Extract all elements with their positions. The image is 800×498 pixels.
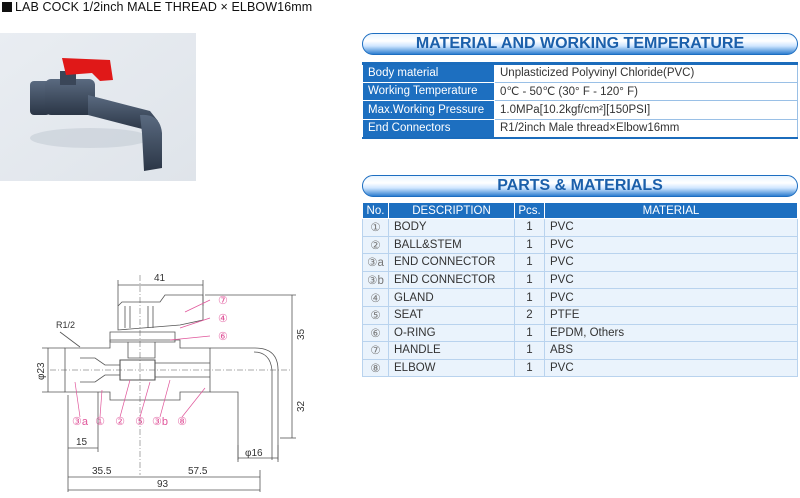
- title-text: LAB COCK 1/2inch MALE THREAD × ELBOW16mm: [15, 0, 313, 14]
- dim-dia-outlet: φ16: [245, 448, 263, 459]
- part-number: ⑧: [362, 358, 389, 378]
- part-description: BALL&STEM: [388, 235, 515, 255]
- bullet-square-icon: [2, 2, 12, 12]
- spec-label: End Connectors: [362, 118, 495, 138]
- part-callout: ⑤: [135, 416, 145, 428]
- part-description: BODY: [388, 218, 515, 237]
- dim-41: 41: [154, 273, 166, 284]
- part-callout: ①: [95, 416, 105, 428]
- callout-leader: [181, 387, 206, 418]
- table-row: Working Temperature 0℃ - 50℃ (30° F - 120…: [362, 81, 798, 101]
- table-row: ④ GLAND 1 PVC: [362, 288, 798, 307]
- column-header: MATERIAL: [544, 202, 798, 219]
- callout-leader: [159, 379, 171, 418]
- part-quantity: 1: [514, 358, 545, 378]
- callout-leader: [139, 381, 151, 418]
- part-material: ABS: [544, 341, 798, 360]
- callout-leader: [74, 381, 81, 418]
- spec-value: Unplasticized Polyvinyl Chloride(PVC): [494, 63, 798, 83]
- part-quantity: 1: [514, 235, 545, 255]
- part-description: O-RING: [388, 323, 515, 343]
- part-quantity: 1: [514, 253, 545, 272]
- spec-label: Body material: [362, 63, 495, 83]
- part-material: PVC: [544, 358, 798, 378]
- part-quantity: 1: [514, 218, 545, 237]
- part-material: PTFE: [544, 305, 798, 325]
- dim-thread-length: 15: [76, 437, 88, 448]
- part-material: PVC: [544, 235, 798, 255]
- column-header: Pcs.: [514, 202, 545, 219]
- part-number: ③b: [362, 270, 389, 290]
- table-row: ⑦ HANDLE 1 ABS: [362, 341, 798, 360]
- part-callout: ⑥: [218, 331, 228, 343]
- dim-right-length: 57.5: [188, 466, 208, 477]
- part-quantity: 1: [514, 341, 545, 360]
- table-row: ⑤ SEAT 2 PTFE: [362, 305, 798, 325]
- part-quantity: 2: [514, 305, 545, 325]
- table-row: ① BODY 1 PVC: [362, 218, 798, 237]
- part-description: END CONNECTOR: [388, 270, 515, 290]
- table-header-row: No. DESCRIPTION Pcs. MATERIAL: [362, 202, 798, 219]
- part-description: ELBOW: [388, 358, 515, 378]
- column-header: DESCRIPTION: [388, 202, 515, 219]
- page-title: LAB COCK 1/2inch MALE THREAD × ELBOW16mm: [2, 0, 312, 14]
- dim-height-top: 35: [296, 328, 307, 340]
- dim-left-length: 35.5: [92, 466, 112, 477]
- part-callout: ④: [218, 313, 228, 325]
- column-header: No.: [362, 202, 389, 219]
- part-material: EPDM, Others: [544, 323, 798, 343]
- part-quantity: 1: [514, 288, 545, 307]
- part-quantity: 1: [514, 270, 545, 290]
- part-number: ④: [362, 288, 389, 307]
- table-row: Max.Working Pressure 1.0MPa[10.2kgf/cm²][…: [362, 100, 798, 120]
- part-callout: ⑧: [177, 416, 187, 428]
- dim-thread: R1/2: [56, 320, 75, 330]
- spec-label: Working Temperature: [362, 81, 495, 101]
- part-number: ⑥: [362, 323, 389, 343]
- callout-leader: [119, 379, 131, 418]
- table-row: ⑥ O-RING 1 EPDM, Others: [362, 323, 798, 343]
- part-number: ②: [362, 235, 389, 255]
- part-callout: ③a: [72, 416, 89, 428]
- part-material: PVC: [544, 288, 798, 307]
- product-photo: [0, 33, 196, 181]
- parts-table: No. DESCRIPTION Pcs. MATERIAL ① BODY 1 PVC ②…: [362, 202, 798, 378]
- part-callout: ③b: [152, 416, 168, 428]
- part-material: PVC: [544, 253, 798, 272]
- part-material: PVC: [544, 270, 798, 290]
- parts-heading: PARTS & MATERIALS: [362, 175, 798, 197]
- spec-label: Max.Working Pressure: [362, 100, 495, 120]
- part-callout: ⑦: [218, 295, 228, 307]
- spec-table: Body material Unplasticized Polyvinyl Chl…: [362, 62, 798, 139]
- part-number: ③a: [362, 253, 389, 272]
- part-material: PVC: [544, 218, 798, 237]
- spec-value: R1/2inch Male thread×Elbow16mm: [494, 118, 798, 138]
- part-description: SEAT: [388, 305, 515, 325]
- table-row: ⑧ ELBOW 1 PVC: [362, 358, 798, 378]
- spec-value: 1.0MPa[10.2kgf/cm²][150PSI]: [494, 100, 798, 120]
- callout-leader: [169, 335, 211, 341]
- part-number: ⑤: [362, 305, 389, 325]
- part-number: ⑦: [362, 341, 389, 360]
- part-description: GLAND: [388, 288, 515, 307]
- table-row: ③a END CONNECTOR 1 PVC: [362, 253, 798, 272]
- part-description: END CONNECTOR: [388, 253, 515, 272]
- table-row: ② BALL&STEM 1 PVC: [362, 235, 798, 255]
- dim-dia-body: φ23: [36, 362, 47, 380]
- dim-total-length: 93: [157, 479, 169, 490]
- part-description: HANDLE: [388, 341, 515, 360]
- table-row: Body material Unplasticized Polyvinyl Chl…: [362, 63, 798, 83]
- table-row: End Connectors R1/2inch Male thread×Elbow…: [362, 118, 798, 138]
- dim-height-bottom: 32: [296, 400, 307, 412]
- part-number: ①: [362, 218, 389, 237]
- callout-leader: [179, 317, 211, 329]
- callout-leader: [184, 299, 211, 313]
- part-callout: ②: [115, 416, 125, 428]
- callout-leader: [99, 389, 103, 418]
- spec-value: 0℃ - 50℃ (30° F - 120° F): [494, 81, 798, 101]
- technical-drawing: 41 R1/2 φ23 35 32 15 φ16 35.5 57.5 93 ③a…: [36, 273, 307, 492]
- table-row: ③b END CONNECTOR 1 PVC: [362, 270, 798, 290]
- spec-heading: MATERIAL AND WORKING TEMPERATURE: [362, 33, 798, 55]
- part-quantity: 1: [514, 323, 545, 343]
